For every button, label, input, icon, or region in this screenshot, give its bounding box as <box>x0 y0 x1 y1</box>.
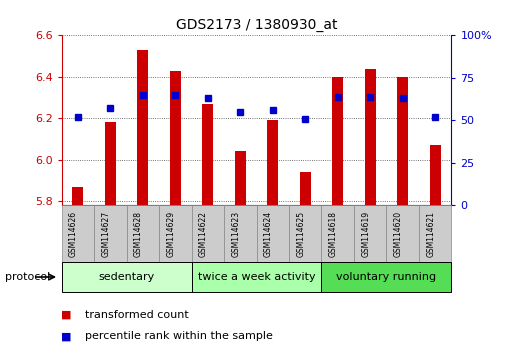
Text: protocol: protocol <box>5 272 50 282</box>
Bar <box>170 71 181 205</box>
Bar <box>72 187 84 205</box>
Text: percentile rank within the sample: percentile rank within the sample <box>85 331 272 341</box>
Text: GDS2173 / 1380930_at: GDS2173 / 1380930_at <box>176 18 337 32</box>
Text: GSM114625: GSM114625 <box>296 211 305 257</box>
Bar <box>365 69 376 205</box>
Text: sedentary: sedentary <box>98 272 154 282</box>
Bar <box>397 77 408 205</box>
Text: GSM114629: GSM114629 <box>166 211 175 257</box>
Text: GSM114619: GSM114619 <box>361 211 370 257</box>
Text: ■: ■ <box>62 310 72 320</box>
Bar <box>234 152 246 205</box>
Bar <box>202 104 213 205</box>
Bar <box>429 145 441 205</box>
Text: GSM114624: GSM114624 <box>264 211 273 257</box>
Text: GSM114623: GSM114623 <box>231 211 240 257</box>
Text: GSM114618: GSM114618 <box>329 211 338 257</box>
Text: ■: ■ <box>62 331 72 341</box>
Text: GSM114620: GSM114620 <box>393 211 403 257</box>
Text: voluntary running: voluntary running <box>337 272 437 282</box>
Bar <box>105 122 116 205</box>
Text: GSM114627: GSM114627 <box>101 211 110 257</box>
Bar <box>137 50 148 205</box>
Bar <box>267 120 279 205</box>
Bar <box>332 77 343 205</box>
Text: transformed count: transformed count <box>85 310 188 320</box>
Text: GSM114626: GSM114626 <box>69 211 78 257</box>
Bar <box>300 172 311 205</box>
Text: GSM114622: GSM114622 <box>199 211 208 257</box>
Text: twice a week activity: twice a week activity <box>198 272 315 282</box>
Text: GSM114621: GSM114621 <box>426 211 435 257</box>
Text: GSM114628: GSM114628 <box>134 211 143 257</box>
